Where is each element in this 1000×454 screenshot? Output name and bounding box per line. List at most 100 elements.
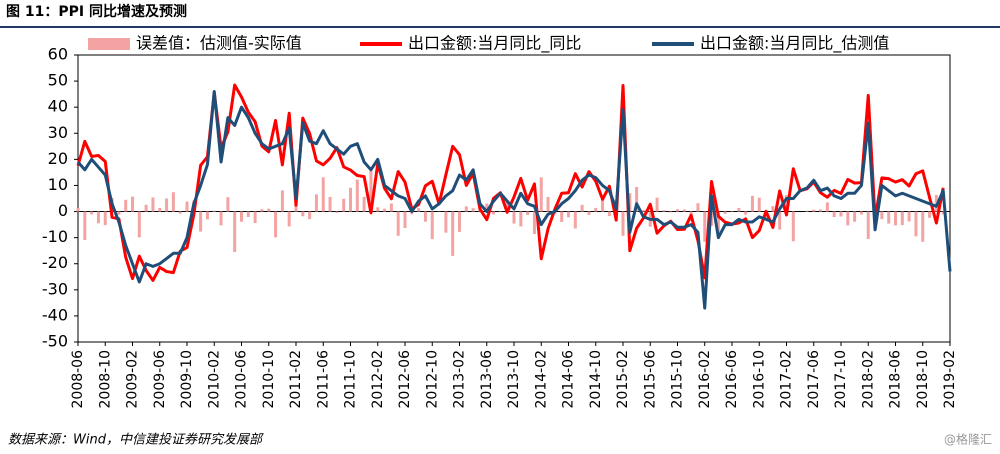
error-bar xyxy=(267,208,271,212)
error-bar xyxy=(240,211,243,222)
x-tick-label: 2011-06 xyxy=(315,350,331,409)
y-tick-label: 10 xyxy=(48,175,68,194)
error-bar xyxy=(335,211,339,213)
legend-label: 出口金额:当月同比_同比 xyxy=(408,34,581,54)
x-tick-label: 2016-10 xyxy=(751,350,767,409)
error-bar xyxy=(853,211,857,222)
error-bar xyxy=(464,206,468,212)
error-bar xyxy=(914,211,918,237)
x-tick-label: 2011-10 xyxy=(343,350,359,409)
y-tick-label: -50 xyxy=(42,332,68,351)
error-bar xyxy=(314,194,318,212)
error-bar xyxy=(185,201,189,212)
error-bar xyxy=(682,209,686,212)
x-tick-label: 2010-06 xyxy=(234,350,250,409)
error-bar xyxy=(144,204,148,212)
error-bar xyxy=(730,211,734,213)
error-bar xyxy=(532,211,536,234)
error-bar xyxy=(594,207,598,212)
error-bar xyxy=(498,211,502,213)
y-tick-label: 20 xyxy=(48,149,68,168)
error-bar xyxy=(131,196,134,212)
error-bar xyxy=(253,211,257,224)
x-tick-label: 2011-02 xyxy=(288,350,304,409)
error-bar xyxy=(287,211,291,227)
error-bar xyxy=(96,211,100,224)
error-bar xyxy=(785,195,788,212)
x-tick-label: 2012-10 xyxy=(424,350,440,409)
error-bar xyxy=(342,198,346,212)
error-bar xyxy=(403,211,407,228)
error-bar xyxy=(349,187,352,212)
error-bar xyxy=(137,211,141,238)
error-bar xyxy=(423,211,427,222)
error-bar xyxy=(880,211,884,220)
legend-label: 出口金额:当月同比_估测值 xyxy=(700,34,889,54)
error-bar xyxy=(859,211,863,215)
error-bar xyxy=(492,211,496,215)
error-bar xyxy=(226,197,230,212)
error-bar xyxy=(505,200,509,212)
error-bar xyxy=(151,197,155,212)
error-bar xyxy=(573,211,577,229)
x-tick-label: 2016-06 xyxy=(724,350,740,409)
error-bar xyxy=(260,209,264,212)
error-bar xyxy=(76,207,80,212)
error-bar xyxy=(887,211,891,224)
error-bar xyxy=(750,195,754,212)
watermark: @格隆汇 xyxy=(944,432,992,447)
error-bar xyxy=(178,211,182,214)
error-bar xyxy=(819,209,823,212)
error-bar xyxy=(567,211,570,218)
error-bar xyxy=(301,211,305,217)
error-bar xyxy=(294,204,298,212)
y-tick-label: 40 xyxy=(48,97,68,116)
error-bar xyxy=(274,211,278,238)
error-bar xyxy=(369,168,373,212)
error-bar xyxy=(526,211,530,215)
error-bar xyxy=(280,190,284,212)
x-tick-label: 2009-10 xyxy=(179,350,195,409)
error-bar xyxy=(825,202,829,212)
error-bar xyxy=(628,193,632,212)
error-bar xyxy=(205,211,209,220)
error-bar xyxy=(900,211,904,226)
error-bar xyxy=(90,211,94,215)
error-bar xyxy=(519,211,523,227)
error-bar xyxy=(471,208,475,212)
y-tick-label: 0 xyxy=(58,201,68,220)
y-tick-label: -40 xyxy=(42,305,68,324)
error-bar xyxy=(641,210,645,212)
error-bar xyxy=(124,199,128,212)
error-bar xyxy=(791,211,795,242)
x-tick-label: 2015-06 xyxy=(642,350,658,409)
legend-swatch xyxy=(88,38,130,50)
source-note: 数据来源：Wind，中信建投证券研究发展部 xyxy=(8,432,264,448)
error-bar xyxy=(451,211,455,256)
x-tick-label: 2012-02 xyxy=(370,350,386,409)
error-bar xyxy=(321,177,325,212)
error-bar xyxy=(737,207,741,212)
x-tick-label: 2013-10 xyxy=(506,350,522,409)
x-tick-label: 2015-02 xyxy=(615,350,631,409)
error-bar xyxy=(546,196,550,212)
error-bar xyxy=(655,197,659,212)
x-tick-label: 2013-06 xyxy=(479,350,495,409)
y-tick-label: 30 xyxy=(48,123,68,142)
error-bar xyxy=(894,211,897,226)
x-tick-label: 2017-06 xyxy=(806,350,822,409)
x-tick-label: 2014-02 xyxy=(533,350,549,409)
x-tick-label: 2008-10 xyxy=(97,350,113,409)
x-tick-label: 2014-10 xyxy=(588,350,604,409)
y-tick-label: -20 xyxy=(42,253,68,272)
error-bar xyxy=(846,211,850,226)
series-line xyxy=(76,90,952,310)
error-bar xyxy=(512,211,516,224)
y-tick-label: -30 xyxy=(42,279,68,298)
error-bar xyxy=(928,211,932,218)
error-bar xyxy=(866,211,870,239)
x-tick-label: 2012-06 xyxy=(397,350,413,409)
error-bar xyxy=(635,187,639,212)
error-bar xyxy=(444,211,448,233)
x-tick-label: 2019-02 xyxy=(942,350,958,409)
